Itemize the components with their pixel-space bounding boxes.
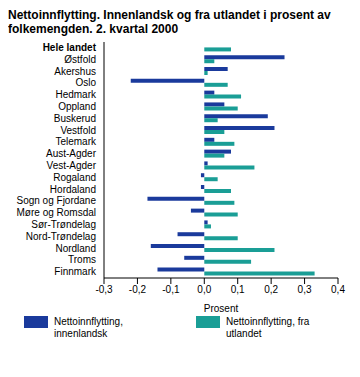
html-text:Nettoinnflytting, fra utlandet: Nettoinnflytting, fra utlandet [226, 316, 310, 339]
svg-text:0,1: 0,1 [231, 284, 245, 295]
html-text:Nettoinnflytting. Innenlandsk: Nettoinnflytting. Innenlandsk og fra utl… [8, 8, 331, 36]
svg-text:0,2: 0,2 [264, 284, 278, 295]
svg-text:Oslo: Oslo [75, 77, 96, 88]
svg-text:Møre og Romsdal: Møre og Romsdal [17, 207, 96, 218]
html-text:Nettoinnflytting, innenlandsk: Nettoinnflytting, innenlandsk [54, 316, 123, 339]
svg-text:-0,3: -0,3 [95, 284, 113, 295]
svg-text:Vest-Agder: Vest-Agder [47, 160, 97, 171]
svg-text:0,3: 0,3 [298, 284, 312, 295]
svg-text:Aust-Agder: Aust-Agder [46, 148, 97, 159]
svg-text:Buskerud: Buskerud [54, 113, 96, 124]
svg-text:Sogn og Fjordane: Sogn og Fjordane [16, 195, 96, 206]
svg-text:Akershus: Akershus [54, 66, 96, 77]
svg-text:Prosent: Prosent [204, 303, 239, 312]
svg-text:Østfold: Østfold [64, 54, 96, 65]
svg-text:-0,1: -0,1 [162, 284, 180, 295]
svg-text:Sør-Trøndelag: Sør-Trøndelag [31, 219, 96, 230]
svg-text:Troms: Troms [68, 254, 96, 265]
svg-text:Hordaland: Hordaland [50, 184, 96, 195]
svg-text:Hedmark: Hedmark [55, 89, 97, 100]
svg-text:Oppland: Oppland [58, 101, 96, 112]
svg-text:Nord-Trøndelag: Nord-Trøndelag [26, 231, 96, 242]
svg-text:Hele landet: Hele landet [43, 42, 97, 53]
svg-text:0,0: 0,0 [197, 284, 211, 295]
svg-text:Nordland: Nordland [55, 243, 96, 254]
svg-text:Rogaland: Rogaland [53, 172, 96, 183]
svg-text:Finnmark: Finnmark [54, 266, 97, 277]
svg-text:Telemark: Telemark [55, 136, 97, 147]
svg-text:Vestfold: Vestfold [60, 125, 96, 136]
svg-text:0,4: 0,4 [331, 284, 345, 295]
svg-text:-0,2: -0,2 [129, 284, 147, 295]
